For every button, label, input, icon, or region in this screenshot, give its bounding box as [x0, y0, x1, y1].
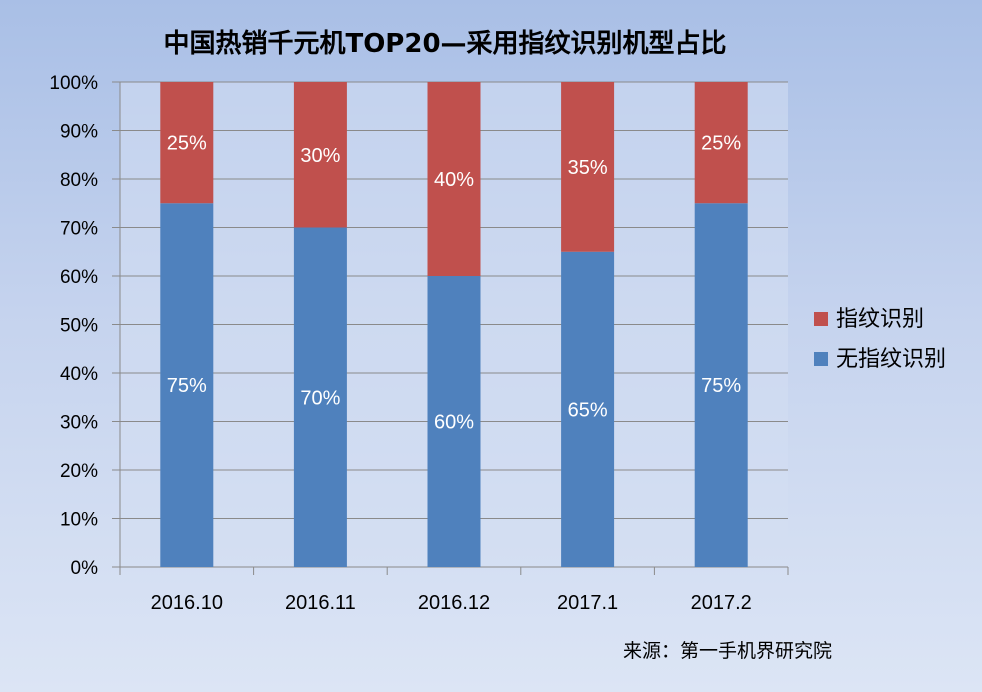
data-label: 25%	[167, 133, 207, 155]
y-tick-label: 70%	[60, 219, 98, 240]
x-tick-label: 2016.12	[418, 592, 490, 614]
bar-fingerprint	[160, 82, 214, 204]
y-tick-label: 40%	[60, 364, 98, 385]
data-label: 75%	[701, 375, 741, 397]
bar-no-fingerprint	[561, 251, 615, 567]
data-label: 40%	[434, 169, 474, 191]
bar-fingerprint	[427, 82, 481, 276]
x-tick-label: 2016.10	[151, 592, 223, 614]
data-label: 30%	[300, 145, 340, 167]
bar-no-fingerprint	[694, 203, 748, 567]
y-tick-label: 60%	[60, 267, 98, 288]
bar-no-fingerprint	[293, 227, 347, 567]
x-tick-label: 2016.11	[285, 592, 356, 614]
y-tick-label: 80%	[60, 170, 98, 191]
y-tick-label: 90%	[60, 122, 98, 143]
bar-no-fingerprint	[427, 276, 481, 567]
legend-swatch	[814, 352, 828, 366]
y-tick-label: 0%	[71, 558, 99, 579]
bar-fingerprint	[694, 82, 748, 204]
data-label: 25%	[701, 133, 741, 155]
data-label: 75%	[167, 375, 207, 397]
data-label: 60%	[434, 412, 474, 434]
bar-fingerprint	[293, 82, 347, 228]
y-tick-label: 20%	[60, 461, 98, 482]
bar-no-fingerprint	[160, 203, 214, 567]
y-tick-label: 100%	[49, 73, 98, 94]
y-tick-label: 30%	[60, 413, 98, 434]
data-label: 65%	[568, 399, 608, 421]
y-tick-label: 10%	[60, 510, 98, 531]
bar-fingerprint	[561, 82, 615, 252]
x-tick-label: 2017.1	[557, 592, 618, 614]
legend-label: 无指纹识别	[836, 347, 946, 372]
y-tick-label: 50%	[60, 316, 98, 337]
legend-label: 指纹识别	[836, 307, 924, 332]
data-label: 35%	[568, 157, 608, 179]
x-tick-label: 2017.2	[691, 592, 752, 614]
chart-title: 中国热销千元机TOP20—采用指纹识别机型占比	[163, 28, 726, 59]
plot-area: 0% 10% 20% 30% 40% 50% 60% 70% 80% 90% 100% 75% 25% 2…	[49, 73, 789, 614]
legend-swatch	[814, 312, 828, 326]
data-label: 70%	[300, 387, 340, 409]
source-note: 来源：第一手机界研究院	[623, 640, 832, 662]
